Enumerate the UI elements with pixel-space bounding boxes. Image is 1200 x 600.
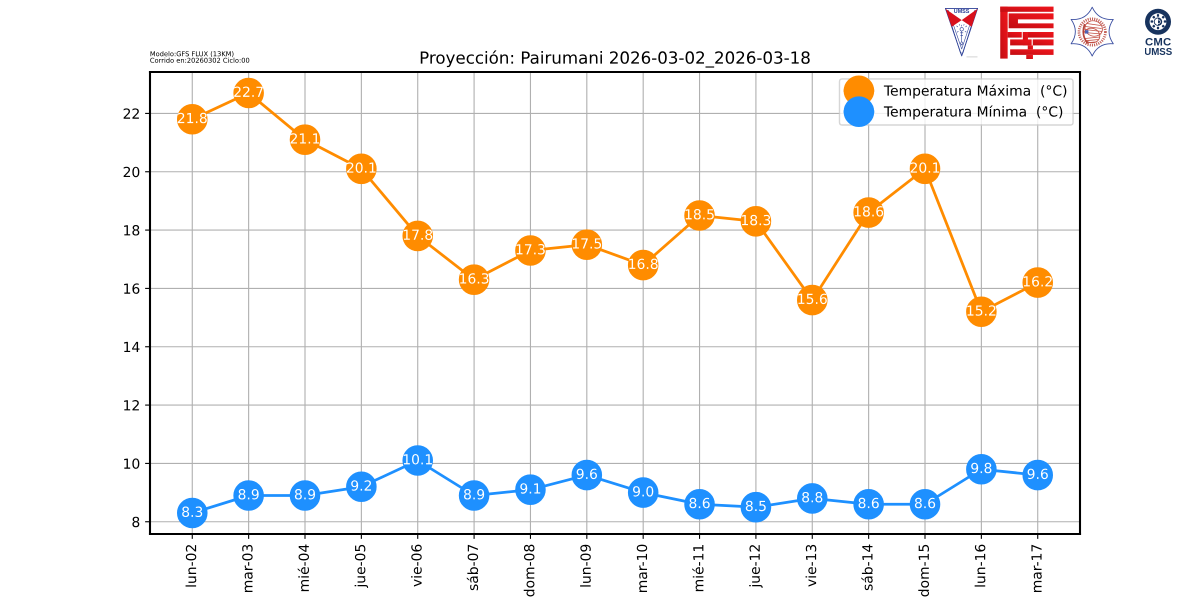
svg-text:CMC: CMC <box>1145 37 1171 49</box>
svg-text:UMSS: UMSS <box>1145 47 1172 56</box>
svg-text:UMSS: UMSS <box>954 9 970 15</box>
